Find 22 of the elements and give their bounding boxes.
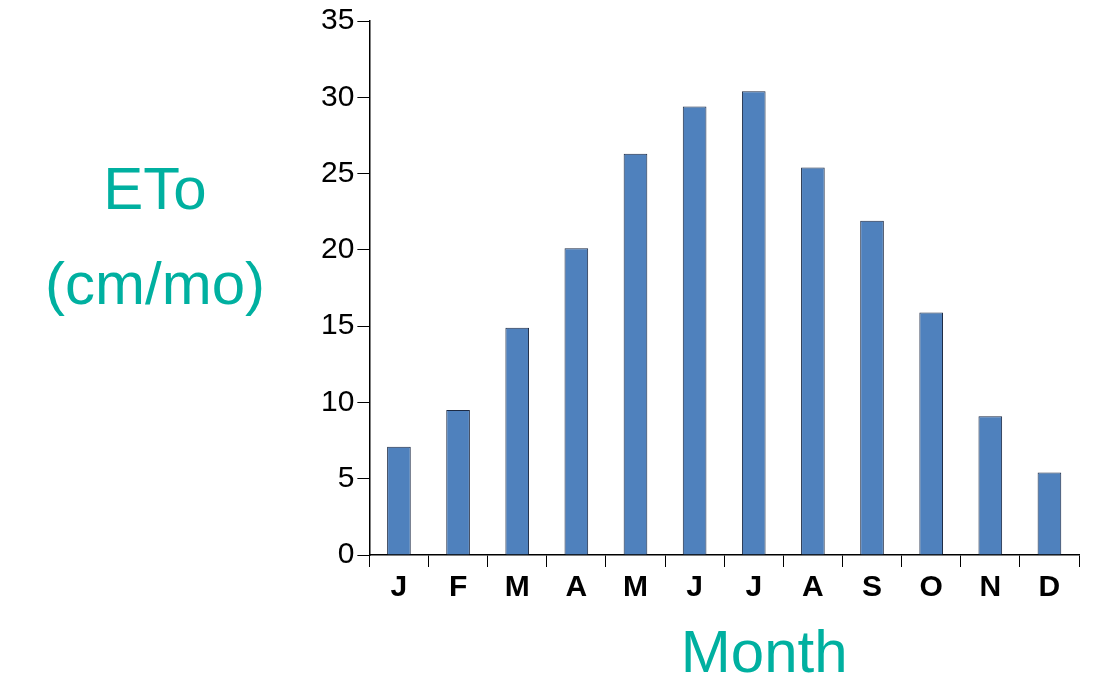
x-tick-label: S	[862, 569, 883, 603]
x-tick-label: J	[390, 569, 408, 603]
x-tick-label: A	[802, 569, 824, 603]
y-tick-label: 0	[337, 536, 355, 570]
x-tick-label: J	[686, 569, 703, 603]
x-tick-label: M	[622, 569, 648, 603]
x-tick-label: D	[1038, 569, 1061, 603]
x-axis-title: Month	[680, 617, 848, 685]
x-tick-label: A	[565, 569, 588, 603]
x-tick-label: N	[979, 569, 1002, 603]
x-tick-label: M	[504, 569, 530, 603]
y-tick-label: 15	[320, 307, 355, 341]
y-axis-title: ETo (cm/mo)	[45, 154, 265, 317]
y-tick-label: 35	[320, 2, 355, 36]
x-tick-label: J	[745, 569, 763, 603]
y-tick-label: 30	[320, 78, 355, 112]
y-tick-label: 25	[320, 154, 355, 188]
x-tick-label: F	[448, 569, 468, 603]
y-tick-label: 20	[320, 231, 355, 265]
x-tick-label: O	[919, 569, 943, 603]
y-tick-label: 5	[337, 459, 355, 493]
y-tick-label: 10	[320, 383, 355, 417]
